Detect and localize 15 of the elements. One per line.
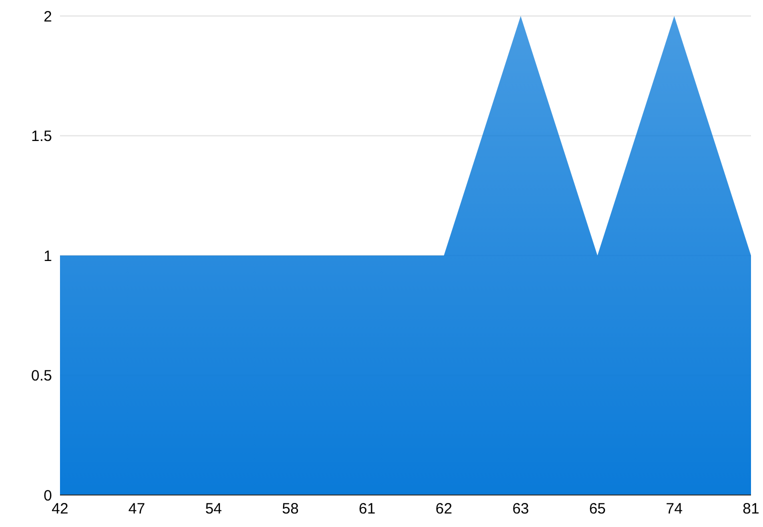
x-tick-label: 47 [128, 500, 146, 518]
x-tick-label: 63 [512, 500, 530, 518]
y-tick-label: 1 [44, 248, 52, 265]
y-tick-label: 1.5 [31, 128, 52, 146]
x-tick-label: 65 [589, 500, 606, 518]
x-tick-label: 81 [742, 500, 760, 518]
x-tick-label: 74 [666, 500, 683, 518]
x-tick-label: 61 [358, 500, 376, 518]
y-tick-label: 0 [44, 487, 52, 504]
y-tick-label: 0.5 [31, 368, 52, 385]
x-tick-label: 42 [52, 500, 68, 518]
x-tick-label: 58 [282, 500, 299, 518]
x-tick-label: 54 [205, 500, 222, 518]
x-tick-label: 62 [436, 500, 452, 518]
y-tick-label: 2 [44, 8, 52, 26]
